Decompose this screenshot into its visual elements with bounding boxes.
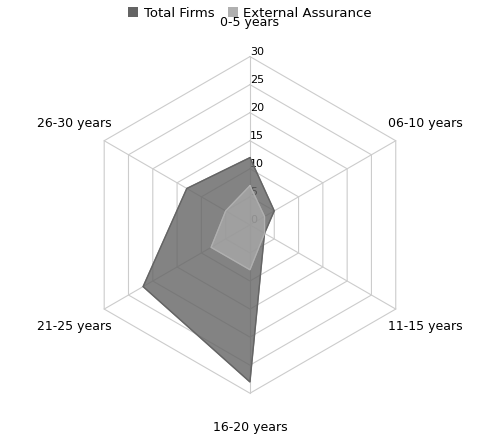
- Polygon shape: [211, 186, 264, 270]
- Legend: Total Firms, External Assurance: Total Firms, External Assurance: [122, 2, 378, 25]
- Polygon shape: [143, 158, 274, 382]
